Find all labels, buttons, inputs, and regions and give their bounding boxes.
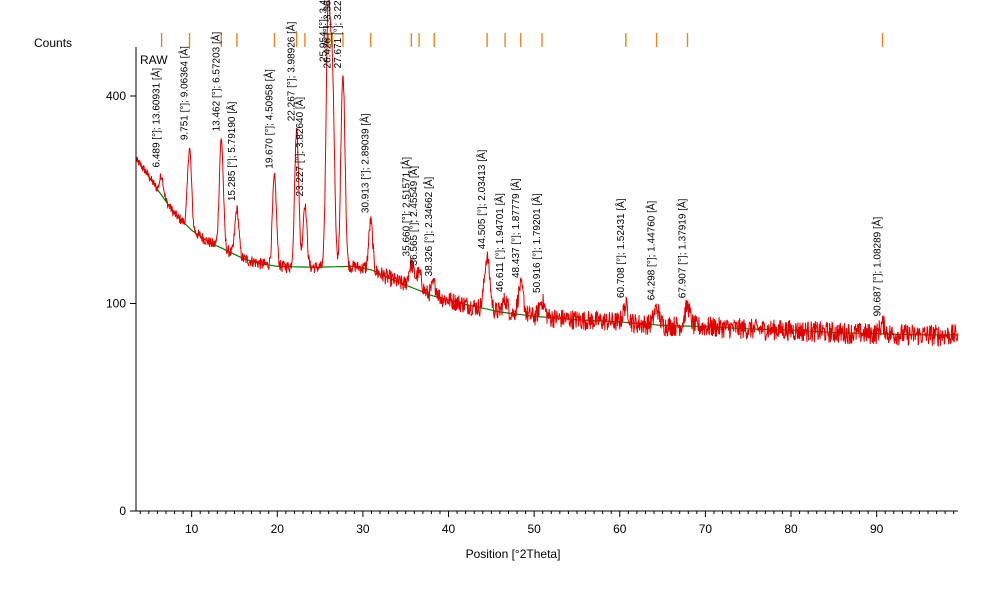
x-tick-label: 30 — [356, 522, 370, 536]
x-tick-label: 10 — [185, 522, 199, 536]
peak-label: 30.913 [°]; 2.89039 [Å] — [359, 113, 372, 213]
peak-label: 35.660 [°]; 2.51571 [Å] — [399, 157, 412, 257]
measured-line — [135, 0, 959, 348]
y-axis-label: Counts — [34, 36, 72, 50]
y-tick-label: 400 — [106, 89, 126, 103]
reference-tick-layer — [160, 33, 884, 47]
x-axis-label: Position [°2Theta] — [466, 547, 561, 561]
x-tick-label: 60 — [613, 522, 627, 536]
x-tick-label: 20 — [271, 522, 285, 536]
peak-label: 25.954 [°]; 3.43028 [Å] — [316, 0, 329, 62]
peak-label: 90.687 [°]; 1.08289 [Å] — [871, 217, 884, 317]
peak-label: 38.326 [°]; 2.34662 [Å] — [422, 177, 435, 277]
y-tick-label: 100 — [106, 296, 126, 310]
peak-label: 46.611 [°]; 1.94701 [Å] — [493, 193, 506, 292]
peak-label-layer: 6.489 [°]; 13.60931 [Å] 9.751 [°]; 9.0636… — [150, 0, 884, 316]
x-tick-label: 50 — [527, 522, 541, 536]
x-tick-label: 40 — [442, 522, 456, 536]
y-tick-label: 0 — [119, 504, 126, 518]
peak-label: 13.462 [°]; 6.57203 [Å] — [209, 32, 222, 132]
peak-label: 9.751 [°]; 9.06364 [Å] — [178, 46, 191, 140]
peak-label: 67.907 [°]; 1.37919 [Å] — [675, 198, 688, 298]
peak-label: 60.708 [°]; 1.52431 [Å] — [614, 198, 627, 298]
background-layer — [135, 159, 958, 336]
peak-label: 64.298 [°]; 1.44760 [Å] — [645, 200, 658, 300]
x-tick-label: 70 — [699, 522, 713, 536]
peak-label: 48.437 [°]; 1.87779 [Å] — [509, 178, 522, 278]
series-label: RAW — [140, 53, 168, 67]
peak-label: 44.505 [°]; 2.03413 [Å] — [475, 149, 488, 249]
peak-label: 22.267 [°]; 3.98926 [Å] — [285, 21, 298, 121]
peak-label: 50.916 [°]; 1.79201 [Å] — [530, 193, 543, 293]
peak-label: 27.671 [°]; 3.22116 [Å] — [331, 0, 344, 68]
plot-area: 10 20 30 40 50 60 70 80 90 0 100 400 6.489 [°]; 13.… — [106, 0, 959, 536]
measured-layer — [135, 0, 959, 348]
peak-label: 6.489 [°]; 13.60931 [Å] — [150, 68, 163, 168]
x-tick-label: 90 — [870, 522, 884, 536]
peak-label: 36.565 [°]; 2.45549 [Å] — [407, 166, 420, 266]
axes-layer: 10 20 30 40 50 60 70 80 90 0 100 400 — [106, 47, 958, 536]
background-line — [135, 159, 958, 336]
peak-label: 23.227 [°]; 3.82640 [Å] — [293, 97, 306, 197]
x-tick-label: 80 — [784, 522, 798, 536]
peak-label: 19.670 [°]; 4.50958 [Å] — [262, 69, 275, 169]
peak-label: 26.426 [°]; 3.36996 [Å] — [320, 0, 333, 68]
peak-label: 15.285 [°]; 5.79190 [Å] — [225, 101, 238, 201]
